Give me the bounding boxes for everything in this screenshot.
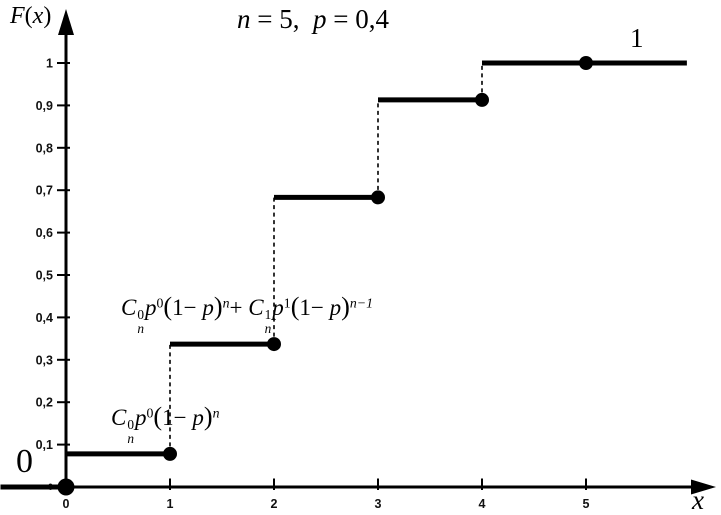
point-dot (475, 92, 489, 107)
x-tick-label: 0 (63, 497, 70, 511)
y-tick-label: 0,2 (36, 396, 53, 410)
y-tick-label: 0,7 (36, 184, 53, 198)
x-tick-label: 2 (271, 497, 278, 511)
annotation-formula-f0: C 0 n p0(1− p)n (111, 402, 220, 447)
chart-title: n = 5, p = 0,4 (237, 4, 389, 34)
y-tick-label: 0,3 (36, 353, 53, 367)
annotation-value-one: 1 (630, 23, 644, 53)
y-axis-arrow-icon (58, 9, 74, 35)
x-axis-title: x (692, 485, 704, 515)
y-tick-label: 0,8 (36, 141, 53, 155)
point-dot (579, 56, 593, 70)
y-tick-label: 0,4 (36, 311, 53, 325)
annotation-value-zero: 0 (16, 443, 33, 480)
x-tick-label: 5 (583, 497, 590, 511)
y-tick-label: 0,1 (36, 438, 53, 452)
point-dot (57, 478, 75, 496)
y-tick-label: 0,6 (36, 226, 53, 240)
x-tick-label: 1 (167, 497, 174, 511)
x-tick-label: 3 (375, 497, 382, 511)
x-axis-arrow-icon (691, 479, 716, 495)
point-dot (371, 190, 385, 205)
y-tick-label: 1 (46, 57, 53, 71)
y-axis-title: F(x) (10, 3, 52, 29)
point-dot (267, 337, 281, 352)
x-tick-label: 4 (479, 497, 486, 511)
y-tick-label: 0,9 (36, 99, 53, 113)
annotation-formula-f01: C 0 n p0(1− p)n+ C 1 n p1(1− p)n−1 (121, 292, 373, 337)
y-tick-label: 0,5 (36, 269, 53, 283)
point-dot (163, 446, 177, 461)
